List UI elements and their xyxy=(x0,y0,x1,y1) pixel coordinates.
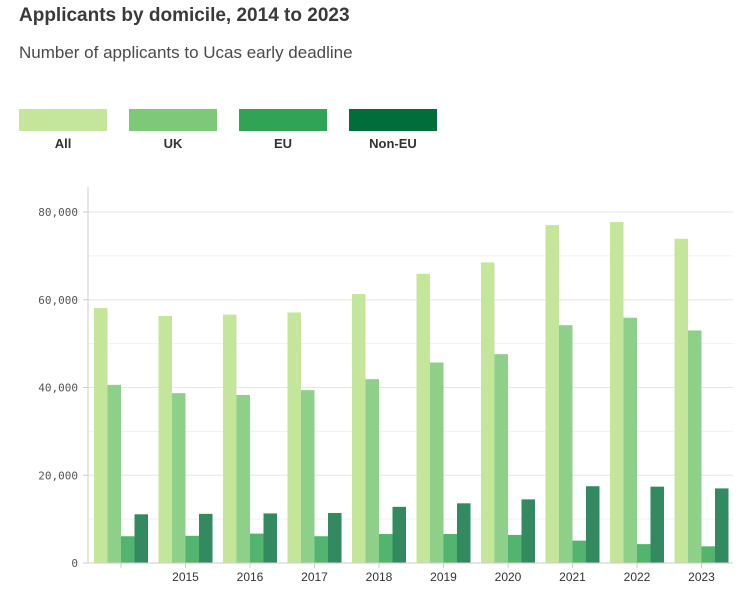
y-tick-label: 40,000 xyxy=(38,382,78,395)
x-tick-label: 2018 xyxy=(366,570,393,584)
bar-all-2022 xyxy=(610,222,624,563)
bar-all-2020 xyxy=(481,262,495,563)
legend-item-eu[interactable]: EU xyxy=(239,109,327,151)
bar-non-eu-2021 xyxy=(586,486,600,563)
bar-eu-2019 xyxy=(443,534,457,563)
bar-uk-first xyxy=(107,384,121,563)
x-tick-label: 2021 xyxy=(559,570,586,584)
bar-non-eu-2018 xyxy=(392,506,406,563)
bar-eu-2018 xyxy=(379,534,393,563)
bar-uk-2018 xyxy=(365,379,379,563)
bar-eu-2016 xyxy=(250,533,264,563)
legend-label-uk: UK xyxy=(163,136,183,151)
bars xyxy=(94,222,729,564)
y-tick-label: 80,000 xyxy=(38,206,78,219)
bar-non-eu-2015 xyxy=(199,513,213,563)
x-tick-label: 2015 xyxy=(172,570,199,584)
bar-uk-2019 xyxy=(430,362,444,563)
x-tick-label: 2016 xyxy=(237,570,264,584)
bar-non-eu-2019 xyxy=(457,503,471,563)
legend-swatch-uk xyxy=(129,109,217,131)
x-tick-label: 2020 xyxy=(495,570,522,584)
bar-all-2021 xyxy=(545,225,559,563)
bar-uk-2016 xyxy=(236,394,250,563)
legend-item-uk[interactable]: UK xyxy=(129,109,217,151)
x-tick-label: 2017 xyxy=(301,570,328,584)
legend-label-eu: EU xyxy=(273,136,293,151)
y-tick-label: 60,000 xyxy=(38,294,78,307)
legend-item-all[interactable]: All xyxy=(19,109,107,151)
bar-all-2019 xyxy=(416,273,430,563)
legend-swatch-eu xyxy=(239,109,327,131)
bar-non-eu-first xyxy=(134,514,148,563)
x-tick-label: 2019 xyxy=(430,570,457,584)
x-tick-label: 2022 xyxy=(624,570,651,584)
x-tick-label: 2023 xyxy=(688,570,715,584)
bar-eu-2022 xyxy=(637,544,651,563)
bar-all-2018 xyxy=(352,294,366,563)
bar-eu-2020 xyxy=(508,534,522,563)
bar-non-eu-2023 xyxy=(715,488,729,563)
bar-non-eu-2022 xyxy=(650,486,664,563)
bar-uk-2015 xyxy=(172,393,186,563)
legend-label-all: All xyxy=(54,136,72,151)
legend-swatch-all xyxy=(19,109,107,131)
legend: All UK EU Non-EU xyxy=(19,109,459,151)
y-tick-label: 0 xyxy=(71,557,78,570)
bar-all-first xyxy=(94,308,108,563)
legend-label-non-eu: Non-EU xyxy=(369,136,417,151)
bar-eu-first xyxy=(121,536,135,563)
bar-all-2016 xyxy=(223,314,237,563)
legend-item-non-eu[interactable]: Non-EU xyxy=(349,109,437,151)
bar-eu-2015 xyxy=(185,535,199,563)
bar-all-2015 xyxy=(158,315,172,563)
bar-uk-2020 xyxy=(494,354,508,563)
chart-subtitle: Number of applicants to Ucas early deadl… xyxy=(19,43,353,62)
bar-non-eu-2017 xyxy=(328,512,342,563)
bar-uk-2023 xyxy=(688,330,702,563)
axes: 0 20,000 40,000 60,000 80,000 2015 2016 2017 201… xyxy=(38,187,733,584)
bar-uk-2022 xyxy=(623,317,637,563)
bar-non-eu-2016 xyxy=(263,513,277,563)
bar-eu-2017 xyxy=(314,536,328,563)
bar-all-2023 xyxy=(674,238,688,564)
bar-non-eu-2020 xyxy=(521,499,535,563)
bar-eu-2021 xyxy=(572,540,586,563)
legend-swatch-non-eu xyxy=(349,109,437,131)
bar-uk-2021 xyxy=(559,325,573,563)
chart-title: Applicants by domicile, 2014 to 2023 xyxy=(19,5,350,26)
bar-eu-2023 xyxy=(701,546,715,563)
bar-uk-2017 xyxy=(301,390,315,563)
y-tick-label: 20,000 xyxy=(38,469,78,482)
bar-all-2017 xyxy=(287,312,301,563)
